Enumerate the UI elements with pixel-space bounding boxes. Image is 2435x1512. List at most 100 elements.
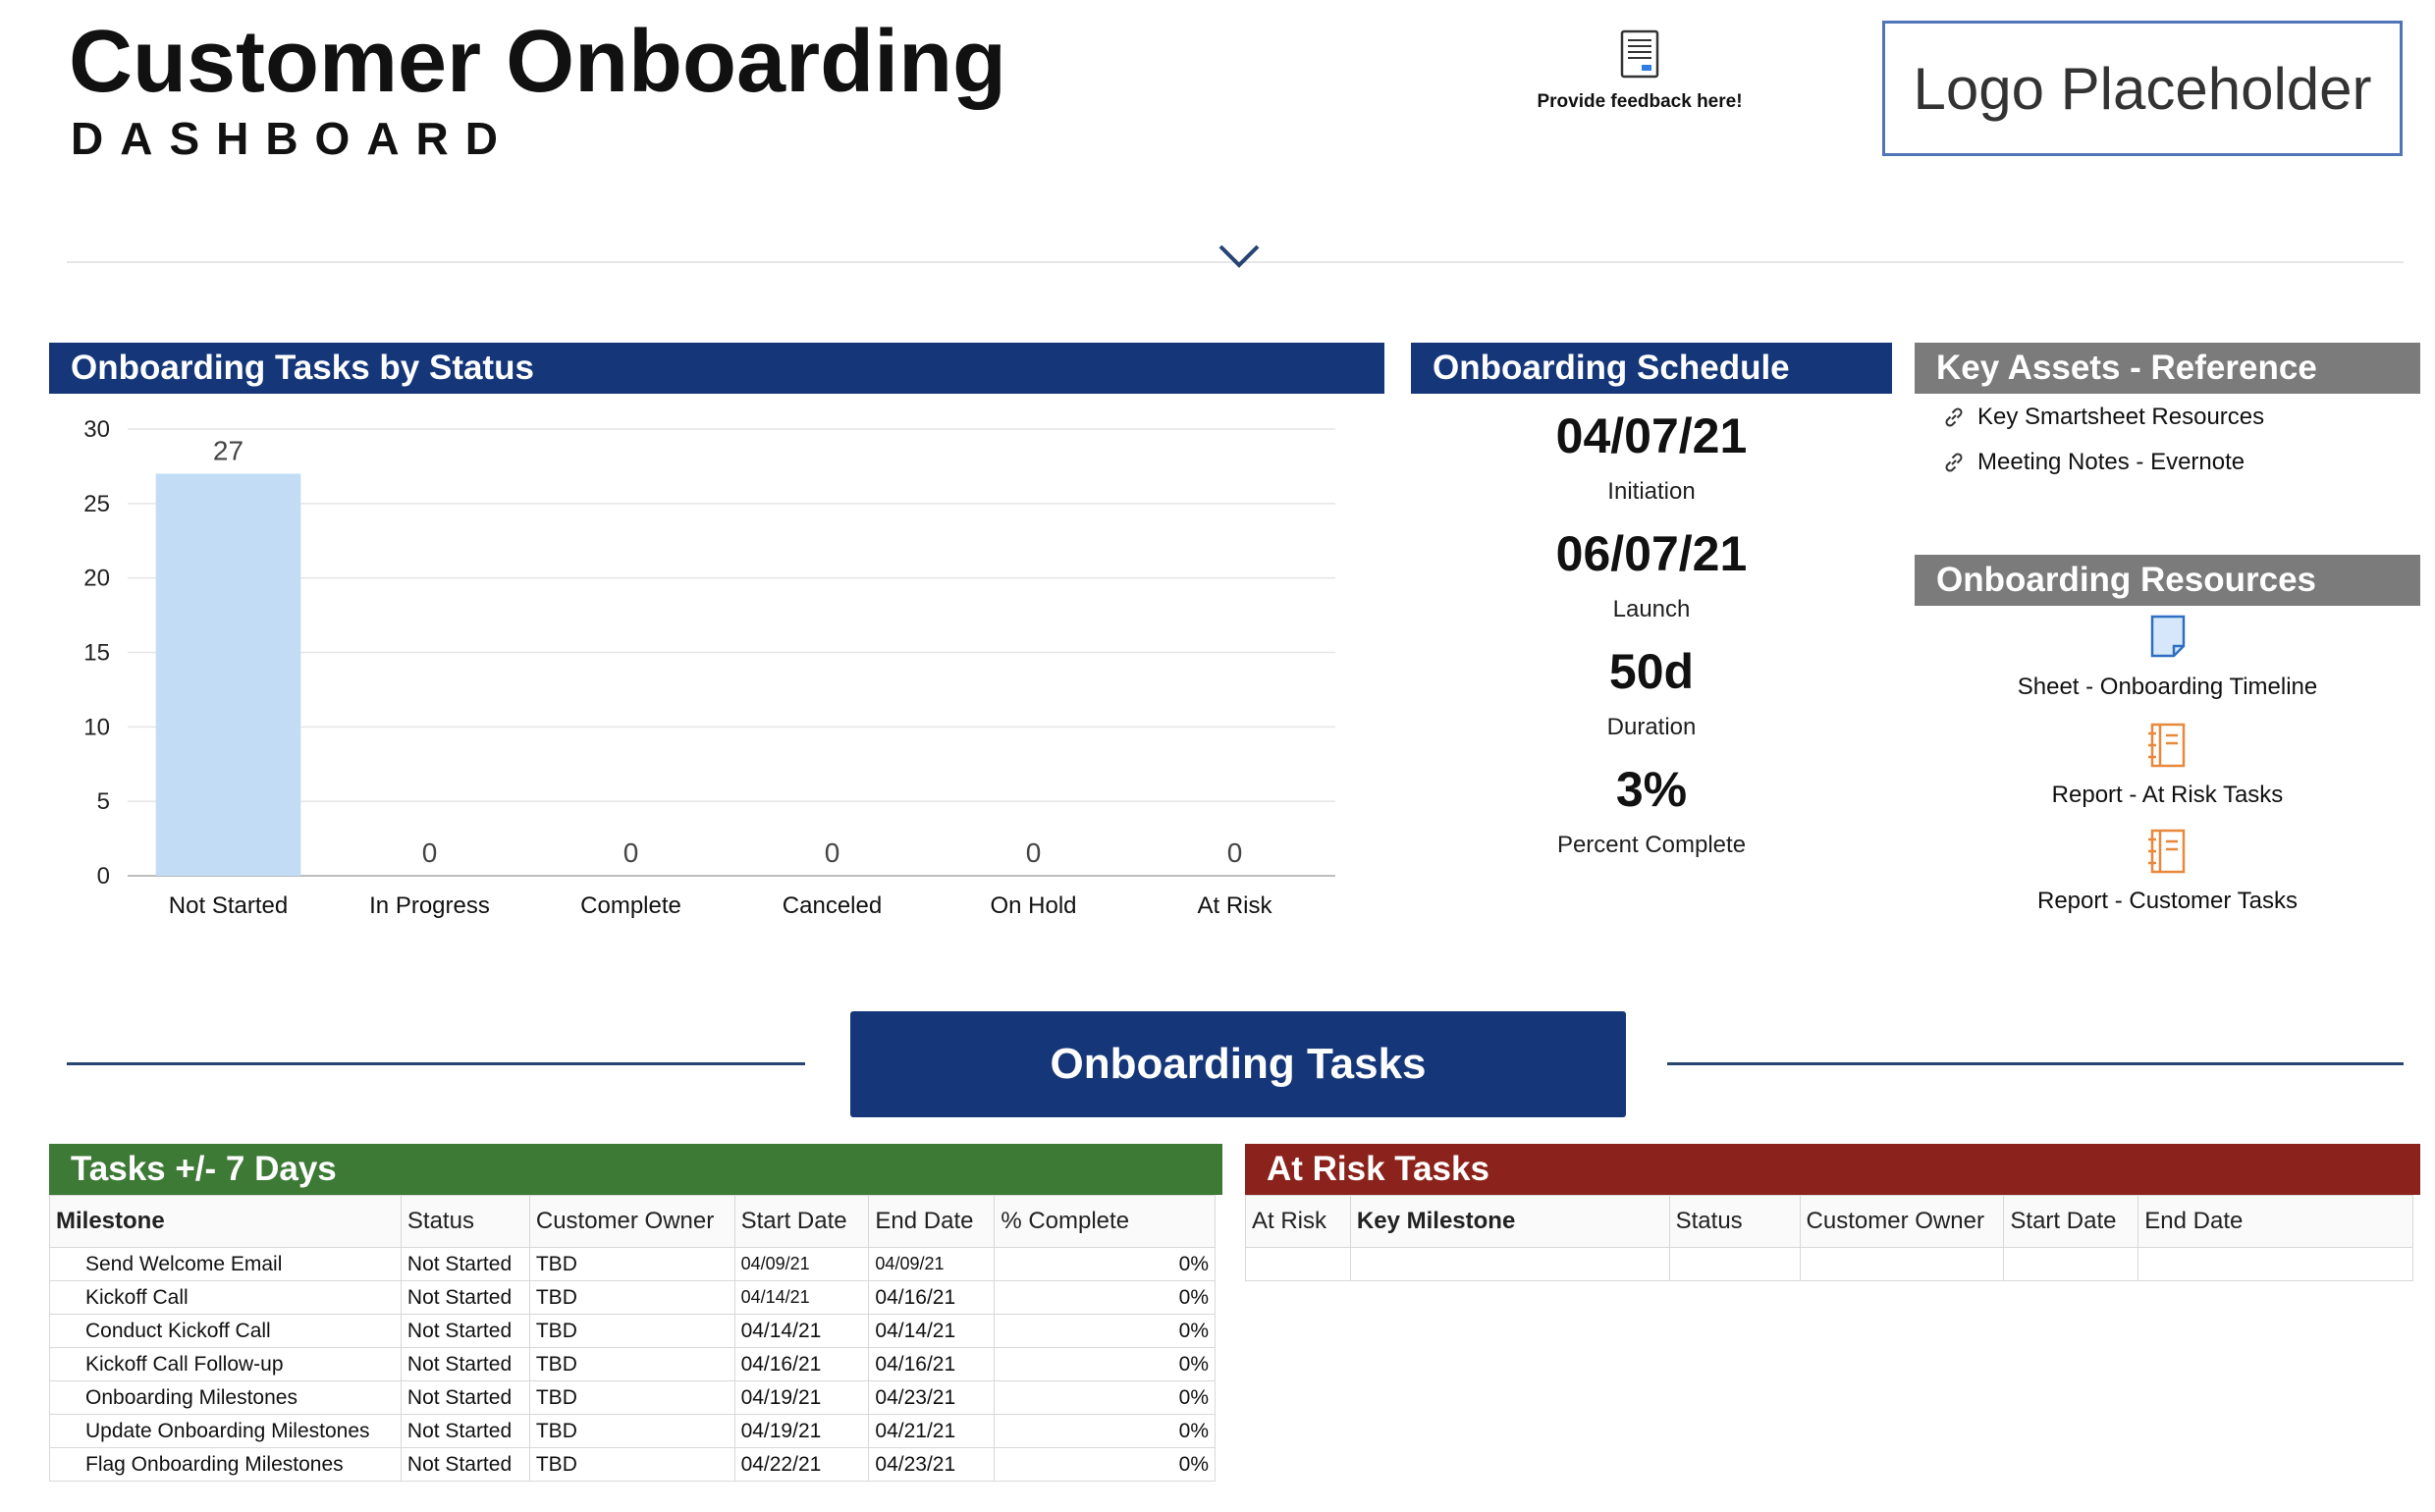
cell-percent: 0% bbox=[994, 1447, 1216, 1482]
table-row[interactable]: Kickoff Call Follow-up Not Started TBD 0… bbox=[49, 1347, 1216, 1381]
data-label: 0 bbox=[1227, 837, 1243, 868]
resource-label: Report - Customer Tasks bbox=[2037, 888, 2298, 914]
cell-milestone: Kickoff Call Follow-up bbox=[49, 1347, 402, 1381]
table-row[interactable]: Conduct Kickoff Call Not Started TBD 04/… bbox=[49, 1314, 1216, 1348]
col-end-date[interactable]: End Date bbox=[2137, 1195, 2413, 1248]
cell-start-date: 04/14/21 bbox=[733, 1314, 870, 1348]
launch-date: 06/07/21 bbox=[1555, 526, 1748, 581]
cell-owner: TBD bbox=[528, 1380, 735, 1415]
cell-percent: 0% bbox=[994, 1414, 1216, 1448]
table-header-row: Milestone Status Customer Owner Start Da… bbox=[49, 1195, 1216, 1248]
tasks7-table: Milestone Status Customer Owner Start Da… bbox=[49, 1195, 1216, 1482]
cell-end-date: 04/09/21 bbox=[868, 1247, 996, 1281]
key-assets-list: Key Smartsheet Resources Meeting Notes -… bbox=[1942, 395, 2394, 485]
initiation-label: Initiation bbox=[1607, 478, 1696, 505]
cell-empty bbox=[1349, 1247, 1670, 1281]
cell-empty bbox=[1245, 1247, 1351, 1281]
cell-owner: TBD bbox=[528, 1447, 735, 1482]
key-assets-header: Key Assets - Reference bbox=[1915, 343, 2420, 394]
cell-empty bbox=[2003, 1247, 2139, 1281]
banner-rule-left bbox=[67, 1062, 805, 1065]
onboarding-resources-header: Onboarding Resources bbox=[1915, 555, 2420, 606]
link-key-smartsheet-resources[interactable]: Key Smartsheet Resources bbox=[1942, 395, 2394, 440]
cell-percent: 0% bbox=[994, 1380, 1216, 1415]
x-tick-label: At Risk bbox=[1197, 892, 1272, 919]
cell-status: Not Started bbox=[400, 1280, 530, 1315]
x-tick-label: Not Started bbox=[169, 892, 288, 919]
report-icon bbox=[2147, 723, 2185, 768]
col-start-date[interactable]: Start Date bbox=[2003, 1195, 2139, 1248]
percent-complete-value: 3% bbox=[1615, 762, 1688, 817]
schedule-panel-header: Onboarding Schedule bbox=[1411, 343, 1892, 394]
link-label: Meeting Notes - Evernote bbox=[1977, 449, 2246, 475]
resource-sheet-onboarding-timeline[interactable]: Sheet - Onboarding Timeline bbox=[1915, 614, 2420, 701]
col-end-date[interactable]: End Date bbox=[868, 1195, 996, 1248]
logo-placeholder: Logo Placeholder bbox=[1882, 21, 2403, 156]
tasks7-header: Tasks +/- 7 Days bbox=[49, 1144, 1222, 1195]
schedule-panel-title: Onboarding Schedule bbox=[1433, 349, 1790, 387]
cell-owner: TBD bbox=[528, 1280, 735, 1315]
page-title: Customer Onboarding bbox=[69, 13, 1007, 111]
table-row[interactable]: Send Welcome Email Not Started TBD 04/09… bbox=[49, 1247, 1216, 1281]
cell-status: Not Started bbox=[400, 1247, 530, 1281]
report-icon bbox=[2147, 829, 2185, 874]
atrisk-table: At Risk Key Milestone Status Customer Ow… bbox=[1245, 1195, 2413, 1281]
chevron-down-icon[interactable] bbox=[1218, 243, 1261, 269]
cell-start-date: 04/22/21 bbox=[733, 1447, 870, 1482]
table-row[interactable]: Onboarding Milestones Not Started TBD 04… bbox=[49, 1380, 1216, 1415]
y-tick-label: 25 bbox=[83, 491, 110, 517]
col-status[interactable]: Status bbox=[1668, 1195, 1801, 1248]
data-label: 0 bbox=[422, 837, 438, 868]
cell-start-date: 04/19/21 bbox=[733, 1380, 870, 1415]
resource-report-customer-tasks[interactable]: Report - Customer Tasks bbox=[1915, 828, 2420, 915]
link-meeting-notes-evernote[interactable]: Meeting Notes - Evernote bbox=[1942, 440, 2394, 485]
cell-empty bbox=[2137, 1247, 2413, 1281]
col-key-milestone[interactable]: Key Milestone bbox=[1349, 1195, 1670, 1248]
y-tick-label: 20 bbox=[83, 566, 110, 592]
cell-start-date: 04/14/21 bbox=[733, 1280, 870, 1315]
logo-text: Logo Placeholder bbox=[1913, 55, 2372, 122]
feedback-link[interactable]: Provide feedback here! bbox=[1492, 29, 1787, 113]
col-milestone[interactable]: Milestone bbox=[49, 1195, 402, 1248]
y-tick-label: 10 bbox=[83, 714, 110, 740]
cell-percent: 0% bbox=[994, 1347, 1216, 1381]
duration-label: Duration bbox=[1606, 714, 1697, 740]
page-subtitle: DASHBOARD bbox=[71, 113, 514, 164]
y-tick-label: 5 bbox=[97, 788, 110, 815]
cell-milestone: Onboarding Milestones bbox=[49, 1380, 402, 1415]
data-label: 0 bbox=[1026, 837, 1042, 868]
cell-empty bbox=[1799, 1247, 2005, 1281]
banner-rule-right bbox=[1667, 1062, 2404, 1065]
table-header-row: At Risk Key Milestone Status Customer Ow… bbox=[1245, 1195, 2413, 1248]
col-start-date[interactable]: Start Date bbox=[733, 1195, 870, 1248]
cell-milestone: Kickoff Call bbox=[49, 1280, 402, 1315]
data-label: 27 bbox=[213, 436, 244, 466]
col-percent-complete[interactable]: % Complete bbox=[994, 1195, 1216, 1248]
cell-milestone: Conduct Kickoff Call bbox=[49, 1314, 402, 1348]
table-row-empty[interactable] bbox=[1245, 1247, 2413, 1281]
onboarding-tasks-banner: Onboarding Tasks bbox=[850, 1011, 1626, 1117]
x-tick-label: In Progress bbox=[369, 892, 490, 919]
cell-owner: TBD bbox=[528, 1314, 735, 1348]
cell-empty bbox=[1668, 1247, 1801, 1281]
table-row[interactable]: Flag Onboarding Milestones Not Started T… bbox=[49, 1447, 1216, 1482]
table-row[interactable]: Kickoff Call Not Started TBD 04/14/21 04… bbox=[49, 1280, 1216, 1315]
x-tick-label: Complete bbox=[580, 892, 681, 919]
resource-report-at-risk-tasks[interactable]: Report - At Risk Tasks bbox=[1915, 722, 2420, 809]
key-assets-title: Key Assets - Reference bbox=[1936, 349, 2317, 387]
cell-status: Not Started bbox=[400, 1314, 530, 1348]
cell-start-date: 04/16/21 bbox=[733, 1347, 870, 1381]
status-bar-chart: 0 5 10 15 20 25 30 27 Not Started 0 In Progress 0 Co… bbox=[83, 416, 1335, 919]
col-at-risk[interactable]: At Risk bbox=[1245, 1195, 1351, 1248]
table-row[interactable]: Update Onboarding Milestones Not Started… bbox=[49, 1414, 1216, 1448]
cell-end-date: 04/23/21 bbox=[868, 1380, 996, 1415]
cell-status: Not Started bbox=[400, 1447, 530, 1482]
cell-end-date: 04/21/21 bbox=[868, 1414, 996, 1448]
col-customer-owner[interactable]: Customer Owner bbox=[1799, 1195, 2005, 1248]
cell-milestone: Send Welcome Email bbox=[49, 1247, 402, 1281]
cell-start-date: 04/19/21 bbox=[733, 1414, 870, 1448]
x-tick-label: On Hold bbox=[990, 892, 1076, 919]
cell-status: Not Started bbox=[400, 1414, 530, 1448]
col-status[interactable]: Status bbox=[400, 1195, 530, 1248]
col-customer-owner[interactable]: Customer Owner bbox=[528, 1195, 735, 1248]
